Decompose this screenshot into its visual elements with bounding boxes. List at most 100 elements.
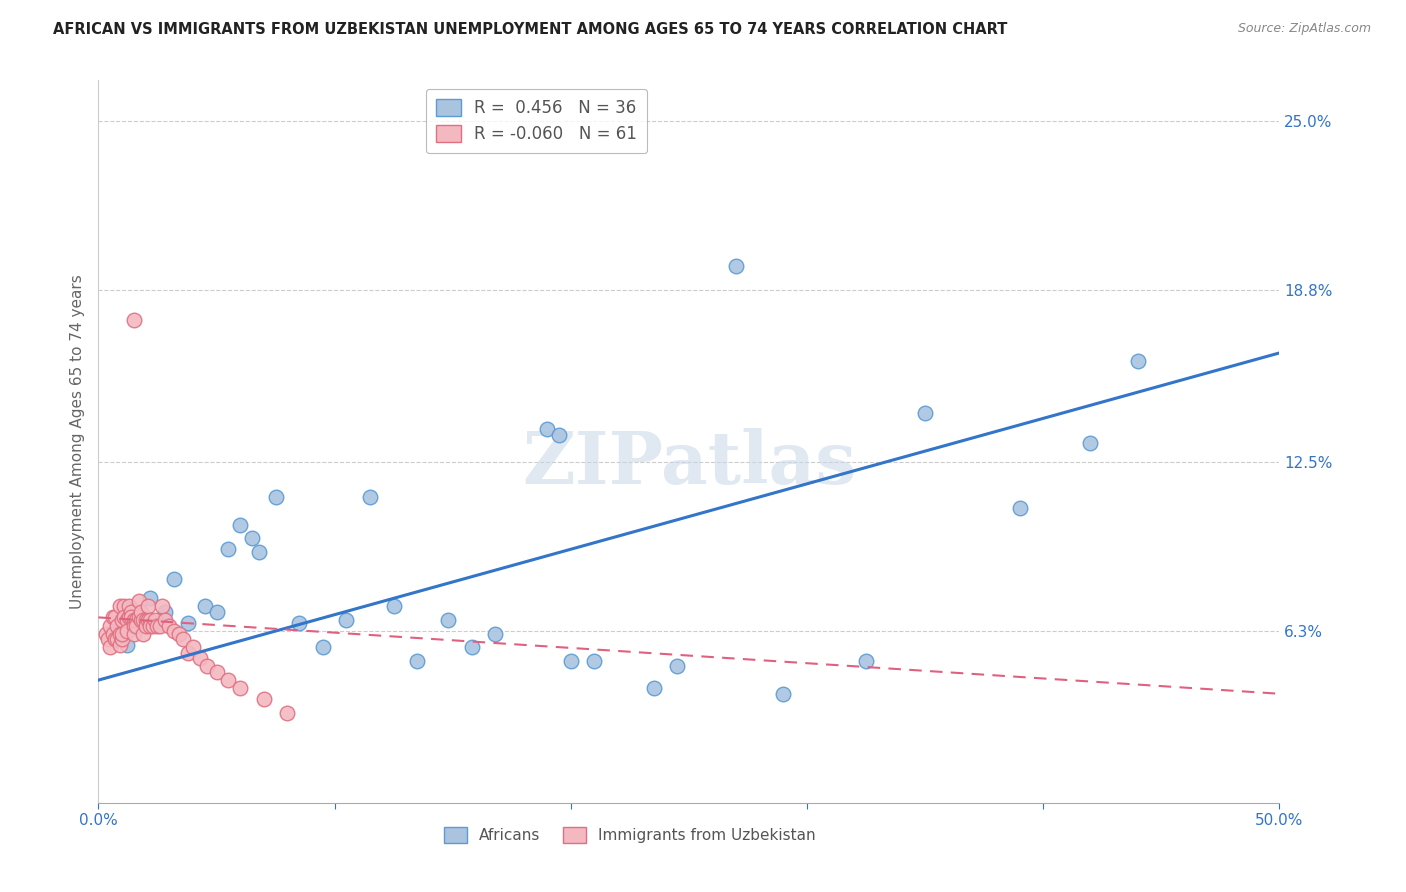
Point: [195, 659, 218, 673]
Point: [157, 618, 180, 632]
Point: [142, 618, 165, 632]
Point: [115, 613, 138, 627]
Point: [118, 610, 141, 624]
Point: [312, 640, 335, 655]
Point: [643, 681, 665, 696]
Point: [112, 599, 135, 614]
Point: [1008, 501, 1031, 516]
Point: [855, 654, 877, 668]
Point: [205, 605, 228, 619]
Point: [150, 599, 173, 614]
Point: [153, 605, 176, 619]
Point: [139, 591, 162, 606]
Point: [122, 626, 145, 640]
Point: [181, 640, 204, 655]
Point: [115, 638, 138, 652]
Point: [560, 654, 582, 668]
Point: [247, 545, 270, 559]
Point: [149, 618, 172, 632]
Text: ZIPatlas: ZIPatlas: [522, 428, 856, 499]
Text: Source: ZipAtlas.com: Source: ZipAtlas.com: [1237, 22, 1371, 36]
Point: [105, 618, 128, 632]
Point: [129, 613, 152, 627]
Point: [111, 626, 134, 640]
Point: [484, 626, 506, 640]
Point: [167, 626, 190, 640]
Point: [172, 632, 194, 647]
Point: [177, 646, 200, 660]
Point: [129, 605, 152, 619]
Point: [111, 613, 134, 627]
Point: [666, 659, 689, 673]
Point: [177, 615, 200, 630]
Point: [136, 613, 159, 627]
Point: [163, 624, 186, 638]
Point: [125, 613, 148, 627]
Point: [1080, 436, 1102, 450]
Point: [132, 626, 155, 640]
Point: [536, 422, 558, 436]
Point: [105, 624, 128, 638]
Point: [772, 687, 794, 701]
Point: [98, 640, 121, 655]
Point: [111, 632, 134, 647]
Point: [132, 613, 155, 627]
Point: [122, 613, 145, 627]
Text: AFRICAN VS IMMIGRANTS FROM UZBEKISTAN UNEMPLOYMENT AMONG AGES 65 TO 74 YEARS COR: AFRICAN VS IMMIGRANTS FROM UZBEKISTAN UN…: [53, 22, 1008, 37]
Point: [205, 665, 228, 679]
Point: [146, 618, 169, 632]
Point: [135, 613, 157, 627]
Point: [229, 517, 252, 532]
Point: [129, 613, 152, 627]
Point: [163, 572, 186, 586]
Point: [276, 706, 298, 720]
Point: [406, 654, 429, 668]
Point: [194, 599, 217, 614]
Point: [217, 673, 239, 687]
Point: [122, 313, 145, 327]
Point: [121, 610, 143, 624]
Legend: Africans, Immigrants from Uzbekistan: Africans, Immigrants from Uzbekistan: [437, 822, 823, 849]
Point: [253, 692, 276, 706]
Point: [139, 618, 162, 632]
Point: [125, 618, 148, 632]
Y-axis label: Unemployment Among Ages 65 to 74 years: Unemployment Among Ages 65 to 74 years: [69, 274, 84, 609]
Point: [112, 610, 135, 624]
Point: [104, 632, 127, 647]
Point: [240, 532, 263, 546]
Point: [122, 618, 145, 632]
Point: [359, 491, 381, 505]
Point: [128, 610, 150, 624]
Point: [229, 681, 252, 696]
Point: [115, 624, 138, 638]
Point: [101, 610, 124, 624]
Point: [128, 594, 150, 608]
Point: [94, 626, 117, 640]
Point: [583, 654, 606, 668]
Point: [335, 613, 357, 627]
Point: [288, 615, 311, 630]
Point: [153, 613, 176, 627]
Point: [725, 259, 748, 273]
Point: [460, 640, 482, 655]
Point: [139, 613, 162, 627]
Point: [97, 632, 120, 647]
Point: [1126, 354, 1149, 368]
Point: [548, 427, 571, 442]
Point: [264, 491, 287, 505]
Point: [188, 651, 211, 665]
Point: [98, 618, 121, 632]
Point: [143, 613, 166, 627]
Point: [105, 632, 128, 647]
Point: [382, 599, 405, 614]
Point: [108, 599, 131, 614]
Point: [104, 610, 127, 624]
Point: [914, 406, 936, 420]
Point: [217, 542, 239, 557]
Point: [121, 605, 143, 619]
Point: [135, 618, 157, 632]
Point: [108, 638, 131, 652]
Point: [136, 599, 159, 614]
Point: [118, 599, 141, 614]
Point: [437, 613, 460, 627]
